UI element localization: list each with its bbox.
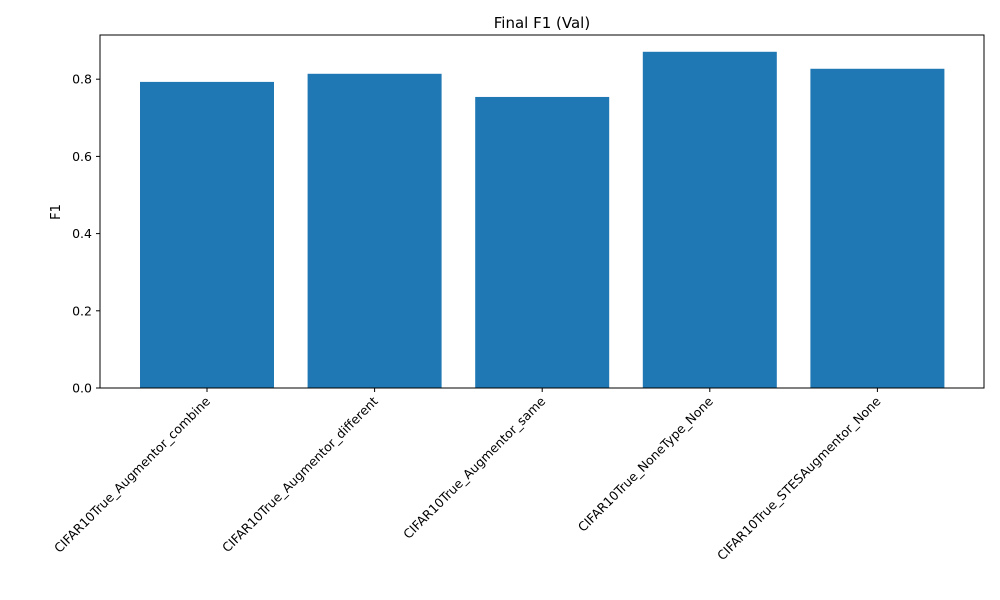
y-tick-label: 0.6 — [72, 149, 92, 164]
y-tick-label: 0.2 — [72, 303, 92, 318]
plot-frame — [99, 34, 985, 389]
y-tick-label: 0.8 — [72, 72, 92, 87]
y-axis-ticks: 0.0 0.2 0.4 0.6 0.8 — [72, 72, 100, 396]
y-tick-label: 0.4 — [72, 226, 92, 241]
bar-2 — [307, 73, 442, 388]
bars-group — [140, 51, 945, 389]
chart-title: Final F1 (Val) — [494, 14, 590, 32]
bar-3 — [475, 96, 610, 389]
y-tick-label: 0.0 — [72, 381, 92, 396]
bar-4 — [642, 51, 777, 389]
y-axis-title: F1 — [49, 204, 64, 220]
bar-1 — [140, 81, 274, 388]
bar-5 — [810, 68, 945, 389]
